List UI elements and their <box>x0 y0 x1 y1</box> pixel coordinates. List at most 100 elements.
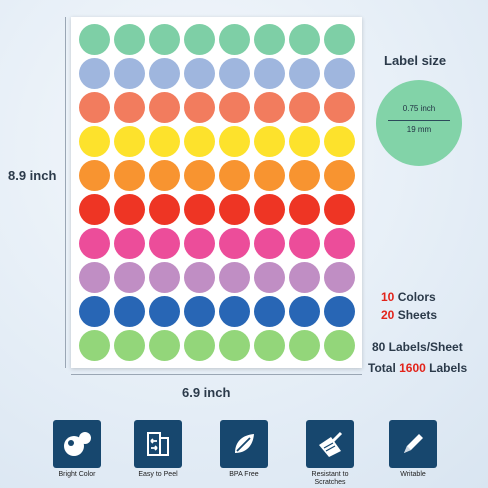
sticker-dot <box>114 262 145 293</box>
sticker-dot <box>254 58 285 89</box>
leaf-icon <box>220 420 268 468</box>
sticker-dot <box>114 194 145 225</box>
sticker-dot <box>289 126 320 157</box>
feature-label: Bright Color <box>58 471 96 478</box>
pencil-icon <box>389 420 437 468</box>
sticker-dot <box>324 194 355 225</box>
feature-label: BPA Free <box>229 471 259 478</box>
label-size-circle: 0.75 inch 19 mm <box>376 80 462 166</box>
sticker-dot <box>254 296 285 327</box>
sticker-dot <box>114 330 145 361</box>
sticker-dot <box>79 24 110 55</box>
label-size-mm: 19 mm <box>406 125 432 134</box>
label-size-inch: 0.75 inch <box>402 104 436 113</box>
sticker-dot <box>149 194 180 225</box>
sticker-dot <box>324 296 355 327</box>
sticker-dot <box>149 262 180 293</box>
sticker-dot <box>149 228 180 259</box>
sticker-dot <box>149 160 180 191</box>
sticker-dot <box>219 160 250 191</box>
sticker-dot <box>289 330 320 361</box>
feature-writable: Writable <box>378 420 448 479</box>
sticker-dot <box>184 92 215 123</box>
sticker-dot <box>289 228 320 259</box>
sticker-dot <box>324 24 355 55</box>
sticker-dot <box>254 228 285 259</box>
sticker-dot <box>289 160 320 191</box>
sheets-stat: 20 Sheets <box>381 308 437 322</box>
sticker-dot <box>114 24 145 55</box>
sticker-dot <box>114 92 145 123</box>
sticker-dot <box>184 228 215 259</box>
sticker-dot <box>324 92 355 123</box>
sticker-dot <box>79 330 110 361</box>
total-count: 1600 <box>399 361 426 375</box>
sticker-dot <box>289 296 320 327</box>
sticker-dot <box>219 194 250 225</box>
sticker-dot <box>79 228 110 259</box>
sticker-dot <box>324 160 355 191</box>
sticker-dot <box>79 126 110 157</box>
feature-easy-peel: Easy to Peel <box>123 420 193 479</box>
sticker-dot <box>289 24 320 55</box>
colors-text: Colors <box>394 290 436 304</box>
sticker-dot <box>254 194 285 225</box>
colors-count: 10 <box>381 290 395 304</box>
sticker-dot <box>219 296 250 327</box>
width-dimension-line <box>71 374 362 375</box>
sticker-dot <box>184 24 215 55</box>
sticker-dot <box>184 194 215 225</box>
sticker-dot <box>184 58 215 89</box>
sticker-dot <box>289 194 320 225</box>
sticker-dot <box>184 160 215 191</box>
per-sheet-stat: 80 Labels/Sheet <box>372 340 463 354</box>
sticker-dot <box>149 330 180 361</box>
sticker-dot <box>79 262 110 293</box>
sticker-dot <box>219 92 250 123</box>
sticker-dot <box>149 58 180 89</box>
sticker-dot <box>79 58 110 89</box>
sheets-text: Sheets <box>394 308 438 322</box>
sticker-dot <box>219 58 250 89</box>
sticker-dot <box>79 160 110 191</box>
sticker-dot <box>114 126 145 157</box>
sticker-sheet <box>71 17 362 368</box>
sticker-dot <box>324 126 355 157</box>
sticker-dot <box>219 126 250 157</box>
peel-icon <box>134 420 182 468</box>
sticker-dot <box>79 194 110 225</box>
sticker-dot <box>114 58 145 89</box>
sticker-dot <box>324 262 355 293</box>
sticker-dot <box>324 228 355 259</box>
sticker-dot <box>219 330 250 361</box>
feature-bpa-free: BPA Free <box>209 420 279 479</box>
sticker-dot <box>289 92 320 123</box>
sticker-dot <box>289 58 320 89</box>
sticker-dot <box>254 330 285 361</box>
feature-label: Resistant to Scratches <box>311 471 349 486</box>
feature-label: Easy to Peel <box>138 471 178 478</box>
scratch-icon <box>306 420 354 468</box>
feature-scratch-resistant: Resistant to Scratches <box>295 420 365 487</box>
sticker-dot <box>184 126 215 157</box>
sticker-dot <box>219 24 250 55</box>
height-dimension-line <box>65 17 66 368</box>
total-prefix: Total <box>368 361 400 375</box>
sheets-count: 20 <box>381 308 395 322</box>
sticker-dot <box>254 126 285 157</box>
colors-stat: 10 Colors <box>381 290 436 304</box>
sticker-dot <box>254 24 285 55</box>
sticker-dot <box>114 296 145 327</box>
sticker-dot <box>114 160 145 191</box>
feature-bright-color: Bright Color <box>42 420 112 479</box>
bright-color-icon <box>53 420 101 468</box>
sticker-dot <box>79 92 110 123</box>
sticker-dot <box>149 24 180 55</box>
sticker-dot <box>289 262 320 293</box>
width-dimension-label: 6.9 inch <box>182 385 231 400</box>
sticker-dot <box>324 330 355 361</box>
sticker-dot <box>149 126 180 157</box>
sticker-dot <box>254 160 285 191</box>
label-size-title: Label size <box>384 53 447 68</box>
sticker-dot <box>254 262 285 293</box>
